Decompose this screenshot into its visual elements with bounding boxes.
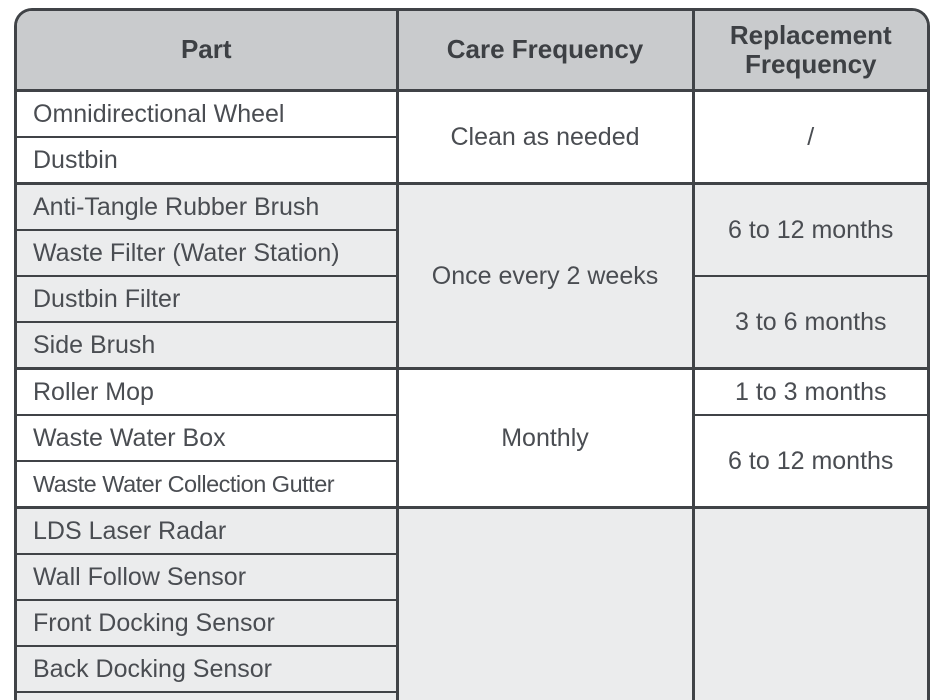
- table-row: Waste Water Box 6 to 12 months: [17, 415, 927, 508]
- table-row: Wall Follow Sensor: [17, 554, 927, 601]
- maintenance-table: Part Care Frequency Replacement Frequenc…: [14, 8, 930, 700]
- column-header-replacement-frequency: Replacement Frequency: [693, 11, 927, 92]
- table-row: Omnidirectional Wheel Clean as needed /: [17, 90, 927, 184]
- care-cell: Once every 2 weeks: [395, 182, 693, 369]
- part-cell: LDS Laser Radar: [17, 506, 397, 555]
- part-cell: [17, 692, 397, 700]
- care-cell: Monthly: [395, 367, 693, 508]
- replacement-cell: 1 to 3 months: [691, 367, 927, 416]
- replacement-cell: 3 to 6 months: [691, 276, 927, 369]
- part-cell: Waste Water Collection Gutter: [17, 461, 397, 509]
- table-row-clipped: [17, 692, 927, 700]
- replacement-cell: /: [691, 90, 927, 184]
- part-cell: Side Brush: [17, 322, 397, 370]
- table-row: Roller Mop Monthly 1 to 3 months: [17, 367, 927, 508]
- table-row: Back Docking Sensor: [17, 646, 927, 693]
- part-cell: Back Docking Sensor: [17, 646, 397, 693]
- column-header-care-frequency: Care Frequency: [395, 11, 695, 92]
- part-cell: Dustbin Filter: [17, 276, 397, 323]
- table-row: Dustbin Filter 3 to 6 months: [17, 276, 927, 369]
- replacement-cell: [691, 506, 927, 700]
- table-row: Waste Filter (Water Station): [17, 230, 927, 277]
- column-header-part: Part: [17, 11, 397, 92]
- replacement-cell: 6 to 12 months: [691, 182, 927, 277]
- care-frequency-table: Part Care Frequency Replacement Frequenc…: [17, 11, 927, 700]
- header-row: Part Care Frequency Replacement Frequenc…: [17, 11, 927, 92]
- care-cell: Clean as needed: [395, 90, 693, 184]
- table-row: LDS Laser Radar: [17, 506, 927, 700]
- table-row: Waste Water Collection Gutter: [17, 461, 927, 509]
- part-cell: Dustbin: [17, 137, 397, 185]
- replacement-cell: 6 to 12 months: [691, 415, 927, 508]
- part-cell: Omnidirectional Wheel: [17, 90, 397, 138]
- table-row: Anti-Tangle Rubber Brush Once every 2 we…: [17, 182, 927, 369]
- part-cell: Front Docking Sensor: [17, 600, 397, 647]
- part-cell: Roller Mop: [17, 367, 397, 416]
- table-row: Front Docking Sensor: [17, 600, 927, 647]
- part-cell: Anti-Tangle Rubber Brush: [17, 182, 397, 231]
- care-cell: [395, 506, 693, 700]
- part-cell: Wall Follow Sensor: [17, 554, 397, 601]
- table-row: Side Brush: [17, 322, 927, 370]
- part-cell: Waste Filter (Water Station): [17, 230, 397, 277]
- table-row: Dustbin: [17, 137, 927, 185]
- part-cell: Waste Water Box: [17, 415, 397, 462]
